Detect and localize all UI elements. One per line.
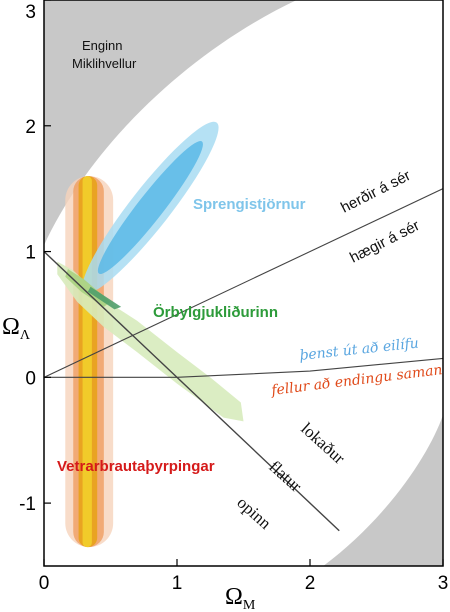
supernovae-label: Sprengistjörnur <box>193 196 306 213</box>
y-tick-label: 2 <box>25 117 36 138</box>
no-big-bang-label-line1: Enginn <box>82 38 122 53</box>
accelerating-label: herðir á sér <box>338 167 413 217</box>
cmb-core-contour <box>87 286 122 310</box>
y-axis-label: ΩΛ <box>2 314 31 343</box>
x-tick-label: 1 <box>172 573 183 594</box>
flat-label: flatur <box>265 457 305 496</box>
supernovae-inner-contour <box>97 141 203 275</box>
expands-forever-label: þenst út að eilífu <box>299 336 420 364</box>
decelerating-label: hægir á sér <box>347 217 422 267</box>
x-tick-label: 2 <box>305 573 316 594</box>
y-tick-label: -1 <box>19 494 36 515</box>
y-tick-label: 1 <box>25 243 36 264</box>
plot-frame <box>43 0 444 567</box>
y-tick-label: 3 <box>25 2 36 23</box>
no-big-bang-label-line2: Miklihvellur <box>72 56 137 71</box>
plot-area <box>44 0 443 566</box>
cmb-contours <box>57 261 244 422</box>
flat-universe-line <box>44 251 340 532</box>
recollapse-label: fellur að endingu saman <box>270 362 444 399</box>
supernovae-contours <box>82 121 219 294</box>
acceleration-line <box>44 188 443 378</box>
x-tick-label: 0 <box>39 573 50 594</box>
excluded-bottom-right-region <box>323 415 443 566</box>
x-ticks: 0 1 2 3 <box>39 559 449 594</box>
cmb-label: Örbylgjukliðurinn <box>153 304 278 321</box>
x-tick-label: 3 <box>438 573 449 594</box>
no-big-bang-region <box>44 0 297 246</box>
x-axis-label: ΩM <box>225 584 256 612</box>
y-ticks: -1 0 1 2 3 <box>19 0 51 515</box>
clusters-core-band <box>82 176 92 548</box>
open-label: opinn <box>233 493 275 533</box>
galaxy-clusters-band <box>65 176 114 548</box>
closed-label: lokaður <box>297 419 349 468</box>
expands-forever-line <box>44 357 443 378</box>
galaxy-clusters-label: Vetrarbrautaþyrpingar <box>57 458 215 475</box>
y-tick-label: 0 <box>25 368 36 389</box>
